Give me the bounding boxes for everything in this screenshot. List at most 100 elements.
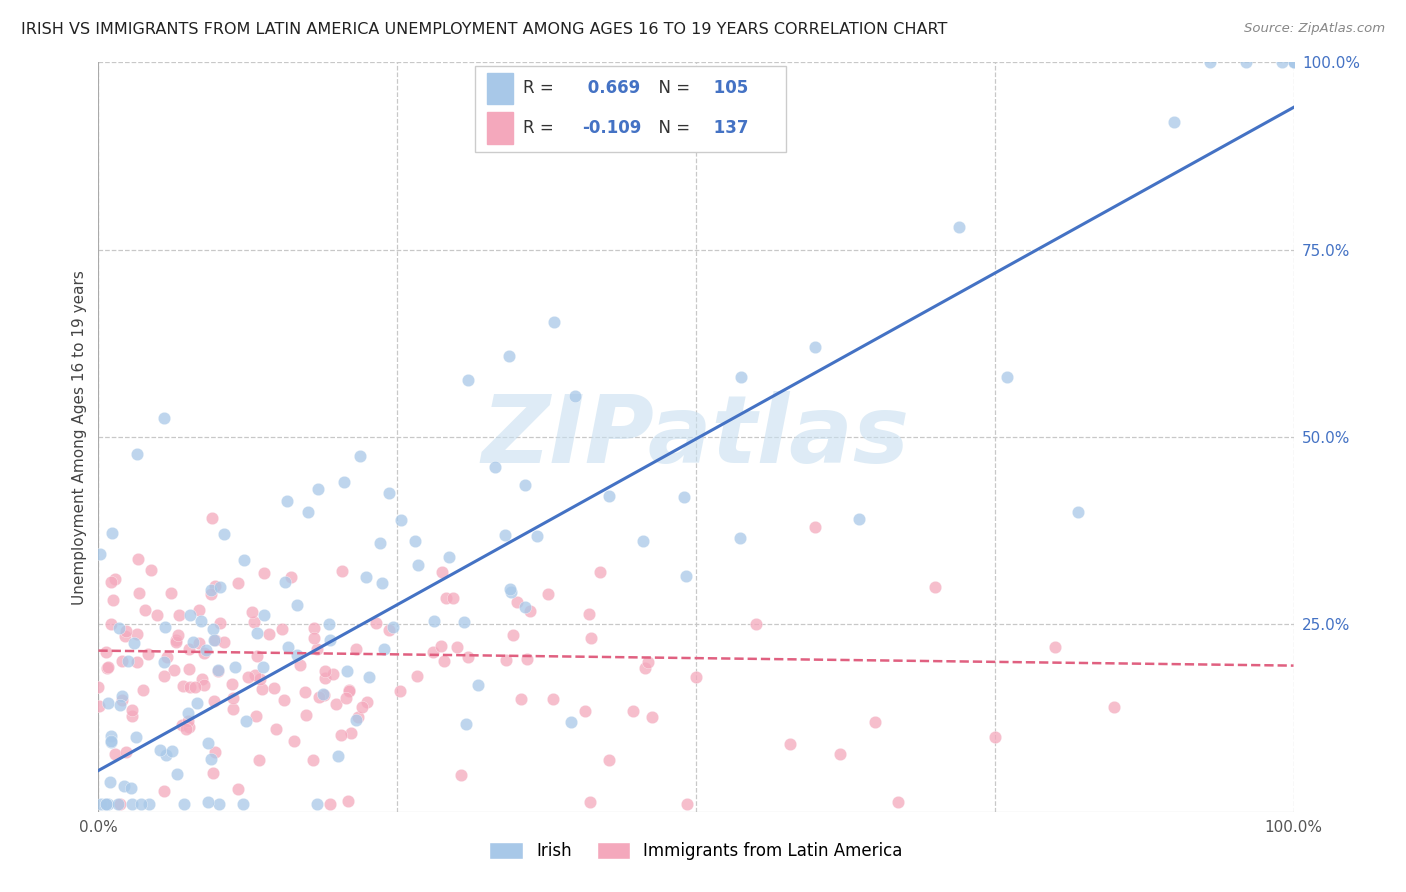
Point <box>430 565 453 579</box>
Point <box>304 631 326 645</box>
Point <box>160 744 183 758</box>
Point <box>104 747 127 762</box>
Point <box>537 587 560 601</box>
Point <box>439 549 461 564</box>
Point <box>1282 55 1305 70</box>
Point <box>326 748 349 763</box>
Point <box>330 564 353 578</box>
FancyBboxPatch shape <box>475 66 786 153</box>
Point <box>446 640 468 654</box>
Point <box>502 628 524 642</box>
Point <box>221 677 243 691</box>
Point <box>779 737 801 751</box>
Point <box>560 714 582 729</box>
Point <box>621 704 644 718</box>
Point <box>165 633 187 648</box>
Point <box>247 753 270 767</box>
Point <box>94 797 117 812</box>
Point <box>197 736 219 750</box>
Point <box>406 558 429 572</box>
Point <box>127 447 149 461</box>
Point <box>1104 699 1126 714</box>
Point <box>204 745 226 759</box>
Point <box>433 654 456 668</box>
Point <box>314 671 336 685</box>
Point <box>347 709 370 723</box>
Point <box>264 723 287 737</box>
Point <box>202 765 225 780</box>
Point <box>311 688 333 702</box>
Point <box>252 659 274 673</box>
Point <box>202 632 225 647</box>
Point <box>138 647 160 661</box>
Point <box>173 797 195 812</box>
Point <box>243 668 266 682</box>
Point <box>322 667 344 681</box>
Point <box>441 591 464 605</box>
Point <box>245 648 267 663</box>
Point <box>100 575 122 590</box>
Point <box>153 669 176 683</box>
Point <box>498 349 520 363</box>
Point <box>128 585 150 599</box>
Point <box>336 664 359 678</box>
Point <box>111 693 134 707</box>
Point <box>89 698 111 713</box>
Point <box>273 693 295 707</box>
Text: N =: N = <box>648 119 696 137</box>
Point <box>156 650 179 665</box>
Point <box>1282 55 1305 70</box>
Point <box>152 411 174 425</box>
Point <box>127 627 149 641</box>
Text: 0.669: 0.669 <box>582 79 641 97</box>
Point <box>745 617 768 632</box>
Point <box>675 569 697 583</box>
Point <box>201 511 224 525</box>
Point <box>344 641 367 656</box>
Point <box>422 614 444 628</box>
Point <box>984 730 1007 744</box>
Point <box>1271 55 1294 70</box>
Point <box>1163 115 1185 129</box>
Point <box>887 795 910 809</box>
Point <box>232 797 254 812</box>
Point <box>110 797 132 812</box>
Point <box>364 616 387 631</box>
Point <box>155 748 177 763</box>
Point <box>543 315 565 329</box>
Point <box>183 680 205 694</box>
Point <box>134 602 156 616</box>
Point <box>526 529 548 543</box>
Point <box>457 649 479 664</box>
Point <box>494 528 516 542</box>
Point <box>675 797 697 812</box>
Point <box>368 535 391 549</box>
Text: R =: R = <box>523 79 558 97</box>
Text: ZIPatlas: ZIPatlas <box>482 391 910 483</box>
Point <box>274 574 297 589</box>
Point <box>121 797 143 812</box>
Point <box>257 627 280 641</box>
Point <box>202 694 225 708</box>
Point <box>114 628 136 642</box>
Point <box>233 553 256 567</box>
Point <box>224 659 246 673</box>
Text: 137: 137 <box>709 119 748 137</box>
Point <box>191 672 214 686</box>
Point <box>97 696 120 710</box>
Point <box>330 728 353 742</box>
Point <box>96 660 118 674</box>
Point <box>631 533 654 548</box>
Point <box>499 582 522 597</box>
Point <box>325 698 347 712</box>
Point <box>339 683 361 698</box>
Point <box>371 576 394 591</box>
Point <box>307 483 329 497</box>
Point <box>107 621 129 635</box>
Point <box>450 767 472 781</box>
Point <box>578 796 600 810</box>
Point <box>287 648 309 662</box>
Point <box>333 475 356 490</box>
Point <box>226 575 249 590</box>
Point <box>314 688 336 702</box>
